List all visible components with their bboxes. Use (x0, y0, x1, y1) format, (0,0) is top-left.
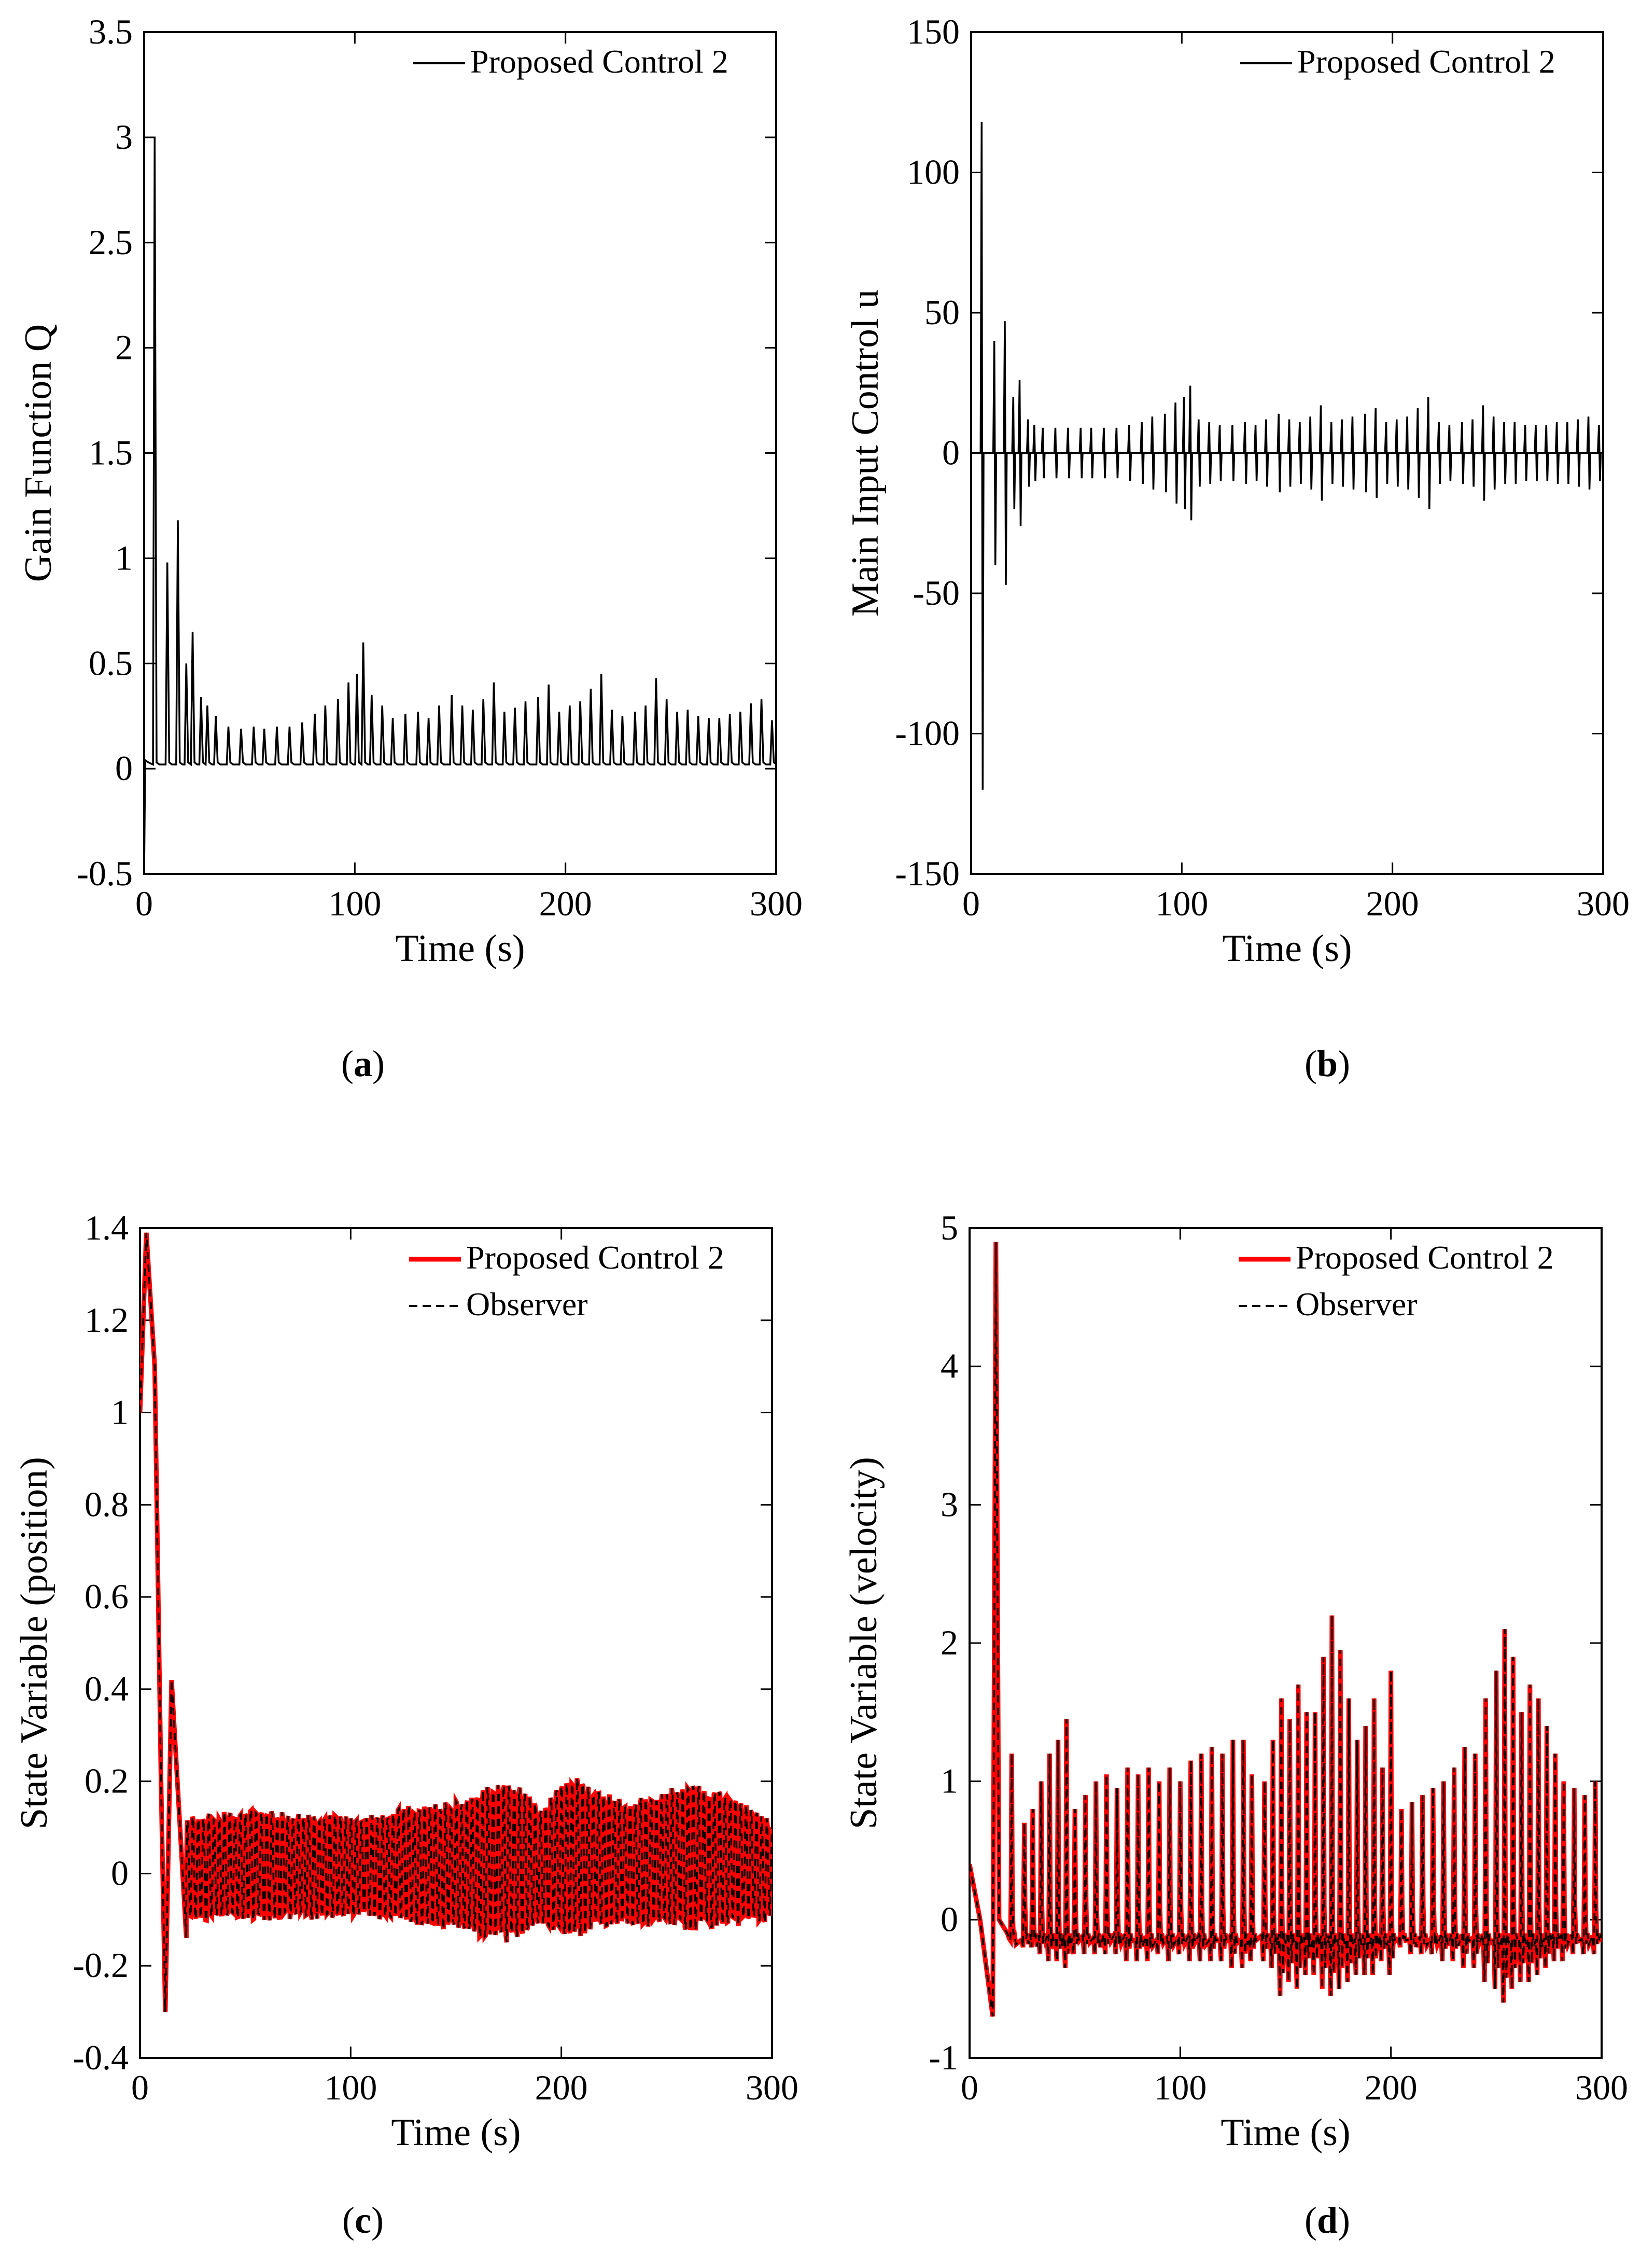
y-tick-label: 1 (115, 538, 133, 577)
y-tick-label: 2.5 (89, 222, 133, 262)
panel-b-legend: Proposed Control 2 (1240, 43, 1555, 80)
x-tick-label: 0 (131, 2068, 149, 2107)
y-axis-label: State Variable (position) (13, 1457, 55, 1829)
x-tick-label: 0 (135, 884, 153, 923)
y-tick-label: 3 (941, 1484, 958, 1524)
panel-d-series (970, 1242, 1602, 2017)
panel-a-legend: Proposed Control 2 (413, 43, 728, 80)
panel-d-legend: Proposed Control 2 Observer (1239, 1239, 1554, 1323)
y-tick-label: 0 (942, 433, 960, 472)
caption-d-letter: d (1316, 2200, 1338, 2241)
x-axis-label: Time (s) (1221, 2111, 1350, 2154)
x-tick-label: 100 (324, 2068, 377, 2107)
y-tick-label: 0 (115, 748, 133, 788)
y-tick-label: 0.4 (85, 1669, 129, 1708)
caption-a: (a) (341, 1043, 385, 1084)
series-line-observer (970, 1242, 1602, 2017)
x-tick-label: 300 (1575, 2068, 1628, 2107)
legend-label: Observer (1296, 1286, 1418, 1323)
y-tick-label: 1 (111, 1393, 129, 1432)
x-tick-label: 200 (1366, 884, 1419, 923)
x-axis-label: Time (s) (391, 2111, 521, 2154)
x-tick-label: 300 (750, 884, 803, 923)
y-tick-label: 0.6 (85, 1577, 129, 1616)
y-tick-label: -0.4 (73, 2038, 129, 2077)
panel-b-series (971, 122, 1603, 790)
y-tick-label: 0.8 (85, 1484, 129, 1524)
y-axis-label: Gain Function Q (17, 324, 60, 582)
y-tick-label: 100 (907, 152, 960, 192)
y-tick-label: 1.2 (85, 1300, 129, 1340)
y-tick-label: -150 (895, 854, 960, 893)
x-tick-label: 200 (1365, 2068, 1418, 2107)
y-tick-label: 0 (111, 1853, 129, 1893)
x-tick-label: 100 (1154, 2068, 1207, 2107)
panel-c-series (140, 1232, 772, 2012)
panel-c-legend: Proposed Control 2 Observer (409, 1239, 724, 1323)
legend-label: Proposed Control 2 (1297, 43, 1555, 80)
series-line-proposed-control-2 (140, 1232, 772, 2012)
y-axis-label: Main Input Control u (844, 289, 887, 617)
legend-label: Proposed Control 2 (470, 43, 728, 80)
x-tick-label: 200 (539, 884, 592, 923)
x-axis-label: Time (s) (395, 927, 525, 970)
legend-label: Observer (466, 1286, 588, 1323)
y-tick-label: 3.5 (89, 12, 133, 51)
panel-a-series (144, 137, 776, 874)
caption-b-letter: b (1316, 1043, 1338, 1084)
y-tick-label: 1.4 (85, 1208, 129, 1247)
series-line-proposed-control-2 (144, 137, 776, 874)
caption-c-letter: c (355, 2200, 371, 2241)
caption-c: (c) (342, 2200, 384, 2241)
y-tick-label: 1.5 (89, 433, 133, 472)
x-tick-label: 300 (1577, 884, 1630, 923)
y-tick-label: 5 (941, 1208, 958, 1247)
legend-label: Proposed Control 2 (466, 1239, 724, 1276)
caption-a-letter: a (354, 1043, 372, 1084)
x-tick-label: 0 (962, 884, 980, 923)
y-tick-label: 4 (941, 1346, 958, 1386)
series-line-proposed-control-2 (970, 1242, 1602, 2017)
y-tick-label: -0.2 (73, 1945, 129, 1985)
y-tick-label: 150 (907, 12, 960, 51)
x-tick-label: 300 (746, 2068, 798, 2107)
y-tick-label: 2 (941, 1623, 958, 1662)
x-axis-label: Time (s) (1222, 927, 1352, 970)
y-tick-label: -0.5 (77, 854, 133, 893)
caption-b: (b) (1304, 1043, 1350, 1084)
y-tick-label: 2 (115, 328, 133, 367)
legend-label: Proposed Control 2 (1296, 1239, 1554, 1276)
y-axis-label: State Variable (velocity) (843, 1457, 885, 1829)
panel-b-axes: 0 100 200 300 -150 -100 -50 0 50 100 150 Time (s) Ma… (844, 12, 1630, 970)
caption-d: (d) (1304, 2200, 1350, 2241)
y-tick-label: 0 (941, 1899, 958, 1939)
x-tick-label: 100 (1155, 884, 1208, 923)
y-tick-label: 50 (924, 293, 960, 332)
x-tick-label: 200 (535, 2068, 588, 2107)
x-tick-label: 100 (328, 884, 381, 923)
panel-c-axes: 0 100 200 300 -0.4 -0.2 0 0.2 0.4 0.6 0.8 1 1.2 1.4 Ti… (13, 1208, 798, 2154)
series-line-proposed-control-2 (971, 122, 1603, 790)
y-tick-label: -100 (895, 714, 960, 753)
panel-c-frame (139, 1227, 773, 2059)
y-tick-label: 3 (115, 117, 133, 157)
x-tick-label: 0 (961, 2068, 978, 2107)
y-tick-label: 1 (941, 1761, 958, 1801)
y-tick-label: 0.5 (89, 643, 133, 683)
y-tick-label: -50 (913, 573, 960, 613)
y-tick-label: -1 (929, 2038, 958, 2077)
y-tick-label: 0.2 (85, 1761, 129, 1801)
